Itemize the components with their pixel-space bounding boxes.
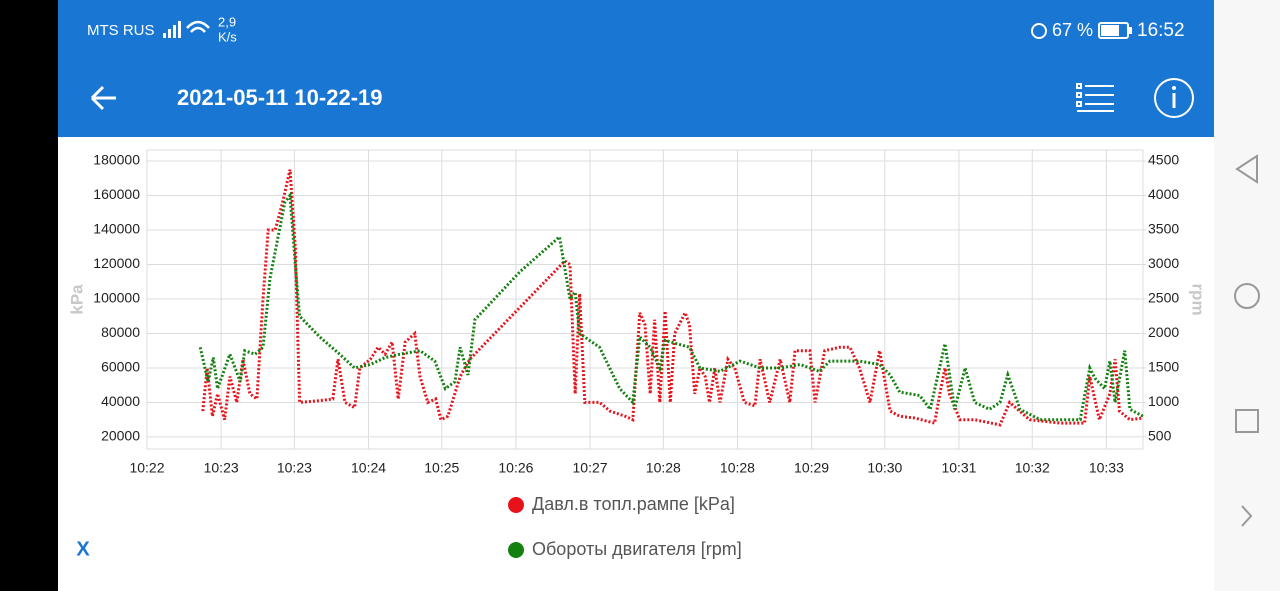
speed: 2,9 <box>218 14 236 29</box>
x-tick-label: 10:31 <box>941 460 976 476</box>
y2-axis-label: rpm <box>1189 283 1208 315</box>
info-button[interactable] <box>1154 78 1194 118</box>
battery-icon <box>1098 22 1132 39</box>
carrier: MTS RUS <box>87 22 155 39</box>
y2-tick-label: 2000 <box>1148 324 1179 340</box>
y2-tick-label: 4000 <box>1148 186 1179 202</box>
legend-swatch <box>508 542 524 558</box>
legend-label: Обороты двигателя [rpm] <box>532 539 742 559</box>
x-tick-label: 10:25 <box>424 460 459 476</box>
y2-tick-label: 3500 <box>1148 221 1179 237</box>
y-tick-label: 180000 <box>93 152 140 168</box>
data-line <box>198 191 1144 422</box>
legend-swatch <box>508 497 524 513</box>
y2-tick-label: 500 <box>1148 428 1172 444</box>
y2-tick-label: 4500 <box>1148 152 1179 168</box>
back-button[interactable] <box>90 85 116 111</box>
battery-level: 67 % <box>1052 20 1093 40</box>
x-tick-label: 10:28 <box>720 460 755 476</box>
y-axis-label: kPa <box>67 284 86 315</box>
x-tick-label: 10:32 <box>1015 460 1050 476</box>
x-tick-label: 10:23 <box>277 460 312 476</box>
x-tick-label: 10:22 <box>129 460 164 476</box>
x-tick-label: 10:26 <box>498 460 533 476</box>
y-tick-label: 80000 <box>101 324 140 340</box>
data-line <box>201 169 1144 427</box>
y-tick-label: 20000 <box>101 428 140 444</box>
nav-forward[interactable] <box>1241 505 1253 527</box>
y2-tick-label: 1000 <box>1148 393 1179 409</box>
list-button[interactable] <box>1076 83 1114 112</box>
wifi-icon <box>186 20 210 33</box>
legend-label: Давл.в топл.рампе [kPa] <box>532 494 735 514</box>
plot-border <box>146 149 1144 450</box>
y-tick-label: 160000 <box>93 186 140 202</box>
y-tick-label: 40000 <box>101 393 140 409</box>
nav-back[interactable] <box>1235 154 1258 184</box>
alarm-icon <box>1031 23 1047 39</box>
x-tick-label: 10:33 <box>1089 460 1124 476</box>
signal-icon <box>163 21 181 38</box>
y2-tick-label: 3000 <box>1148 255 1179 271</box>
x-tick-label: 10:24 <box>351 460 386 476</box>
x-tick-label: 10:27 <box>573 460 608 476</box>
speed-unit: K/s <box>218 29 237 44</box>
nav-recents[interactable] <box>1235 409 1259 433</box>
x-tick-label: 10:28 <box>646 460 681 476</box>
page-title: 2021-05-11 10-22-19 <box>177 85 383 110</box>
x-tick-label: 10:23 <box>204 460 239 476</box>
chart: 20000 40000 60000 80000 100000 120000 140000 16… <box>67 149 1208 559</box>
nav-home[interactable] <box>1234 283 1260 309</box>
x-tick-label: 10:30 <box>867 460 902 476</box>
y2-tick-label: 1500 <box>1148 359 1179 375</box>
y-tick-label: 100000 <box>93 290 140 306</box>
clock: 16:52 <box>1137 20 1185 41</box>
y-tick-label: 60000 <box>101 359 140 375</box>
close-button[interactable]: X <box>76 538 90 560</box>
x-tick-label: 10:29 <box>794 460 829 476</box>
app-bar <box>58 0 1214 137</box>
y-tick-label: 140000 <box>93 221 140 237</box>
y-tick-label: 120000 <box>93 255 140 271</box>
y2-tick-label: 2500 <box>1148 290 1179 306</box>
nav-bar <box>1214 0 1280 591</box>
